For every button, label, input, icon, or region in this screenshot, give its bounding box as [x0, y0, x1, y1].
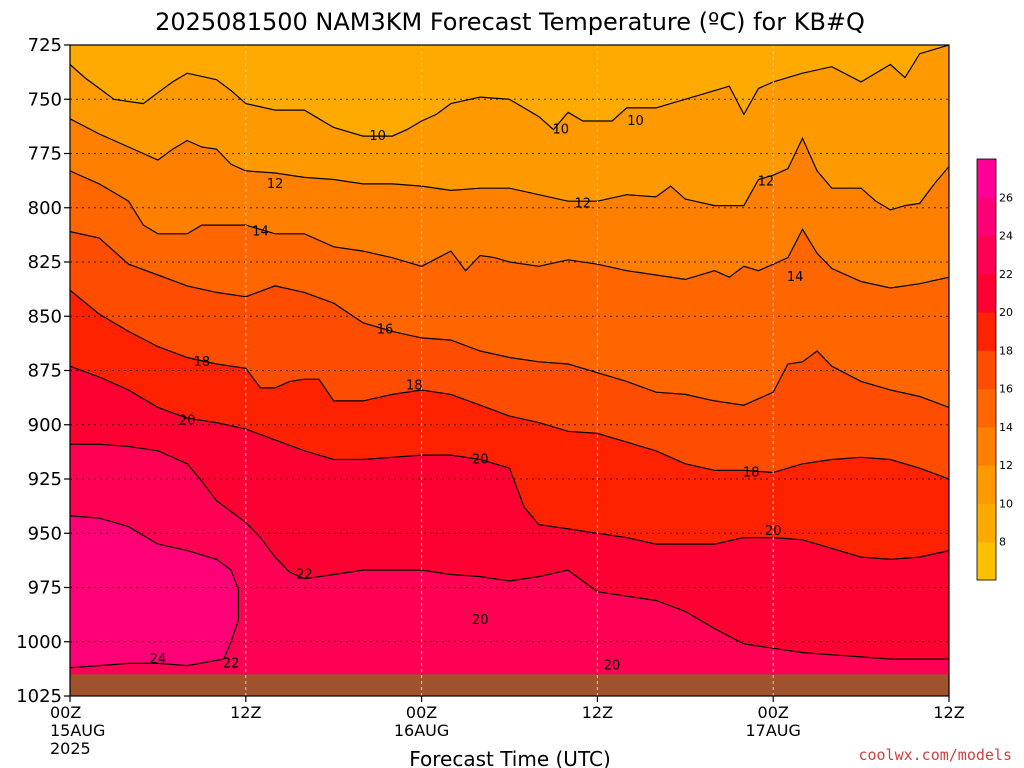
y-tick-label: 850 — [28, 306, 62, 327]
ground-terrain — [70, 674, 949, 696]
colorbar-swatch — [977, 541, 996, 581]
contour-label: 10 — [369, 129, 386, 144]
y-tick-label: 800 — [28, 198, 62, 219]
contour-label: 18 — [194, 355, 211, 370]
colorbar-label: 20 — [999, 306, 1013, 319]
x-tick-date: 16AUG — [394, 721, 449, 740]
contour-label: 20 — [472, 452, 489, 467]
x-tick-date: 15AUG — [50, 721, 105, 740]
contour-22 — [70, 443, 949, 660]
y-tick-label: 875 — [28, 361, 62, 382]
contour-24 — [70, 515, 240, 669]
x-tick-label: 00Z — [406, 703, 437, 722]
colorbar-label: 24 — [999, 230, 1013, 243]
y-tick-label: 1025 — [16, 686, 62, 707]
contour-label: 12 — [267, 177, 284, 192]
contour-16 — [70, 231, 949, 408]
contour-label: 20 — [765, 524, 782, 539]
x-tick-label: 12Z — [582, 703, 613, 722]
contour-label: 22 — [296, 567, 313, 582]
x-tick-label: 12Z — [230, 703, 261, 722]
colorbar-swatch — [977, 159, 996, 198]
colorbar-label: 8 — [999, 536, 1006, 549]
contour-label: 10 — [627, 114, 644, 129]
y-tick-label: 925 — [28, 469, 62, 490]
contour-label: 20 — [179, 413, 196, 428]
colorbar-swatch — [977, 350, 996, 390]
x-tick-label: 00Z — [50, 703, 81, 722]
colorbar-label: 16 — [999, 383, 1013, 396]
contour-label: 20 — [472, 613, 489, 628]
temperature-fill — [70, 45, 949, 696]
contour-label: 18 — [406, 379, 423, 394]
colorbar-swatch — [977, 235, 996, 275]
colorbar-swatch — [977, 465, 996, 504]
contour-label: 12 — [758, 175, 775, 190]
contour-labels: 10 10 10 12 12 12 14 14 16 18 18 18 20 20 20 20 20 22 22 24 — [150, 114, 804, 674]
colorbar-frame — [976, 158, 997, 581]
y-tick-label: 775 — [28, 144, 62, 165]
colorbar-label: 26 — [999, 191, 1013, 204]
contour-label: 14 — [787, 270, 804, 285]
x-axis-label: Forecast Time (UTC) — [409, 747, 611, 768]
y-tick-label: 900 — [28, 415, 62, 436]
colorbar-swatch — [977, 197, 996, 237]
contour-12 — [70, 118, 949, 211]
contour-label: 20 — [604, 659, 621, 674]
contour-18 — [70, 289, 949, 480]
x-tick-label: 00Z — [758, 703, 789, 722]
contour-20 — [70, 365, 949, 560]
contour-label: 22 — [223, 656, 240, 671]
contour-label: 12 — [574, 196, 591, 211]
colorbar: 8 10 12 14 16 18 20 22 24 26 — [976, 158, 1013, 581]
colorbar-label: 14 — [999, 421, 1013, 434]
grid-lines — [70, 45, 949, 696]
colorbar-swatch — [977, 388, 996, 428]
contour-label: 18 — [743, 465, 760, 480]
y-tick-label: 750 — [28, 89, 62, 110]
credit-text: coolwx.com/models — [858, 746, 1012, 764]
colorbar-swatch — [977, 312, 996, 351]
contour-label: 24 — [150, 652, 167, 667]
colorbar-label: 18 — [999, 344, 1013, 357]
contour-label: 16 — [377, 322, 394, 337]
y-tick-label: 825 — [28, 252, 62, 273]
colorbar-label: 10 — [999, 498, 1013, 511]
y-tick-label: 950 — [28, 523, 62, 544]
contour-label: 14 — [252, 225, 269, 240]
colorbar-swatch — [977, 503, 996, 543]
y-tick-label: 725 — [28, 35, 62, 56]
y-tick-label: 1000 — [16, 632, 62, 653]
x-tick-date: 17AUG — [745, 721, 800, 740]
y-tick-label: 975 — [28, 578, 62, 599]
colorbar-label: 22 — [999, 268, 1013, 281]
band-above-22 — [70, 444, 949, 696]
colorbar-label: 12 — [999, 459, 1013, 472]
contour-label: 10 — [553, 123, 570, 138]
chart-title: 2025081500 NAM3KM Forecast Temperature (… — [155, 8, 865, 36]
colorbar-swatch — [977, 273, 996, 313]
x-tick-year: 2025 — [50, 739, 91, 758]
ground-layer — [70, 674, 949, 696]
y-axis: 725 750 775 800 825 850 875 900 925 950 975 1000 102… — [16, 35, 70, 707]
colorbar-swatch — [977, 426, 996, 466]
x-tick-label: 12Z — [933, 703, 964, 722]
